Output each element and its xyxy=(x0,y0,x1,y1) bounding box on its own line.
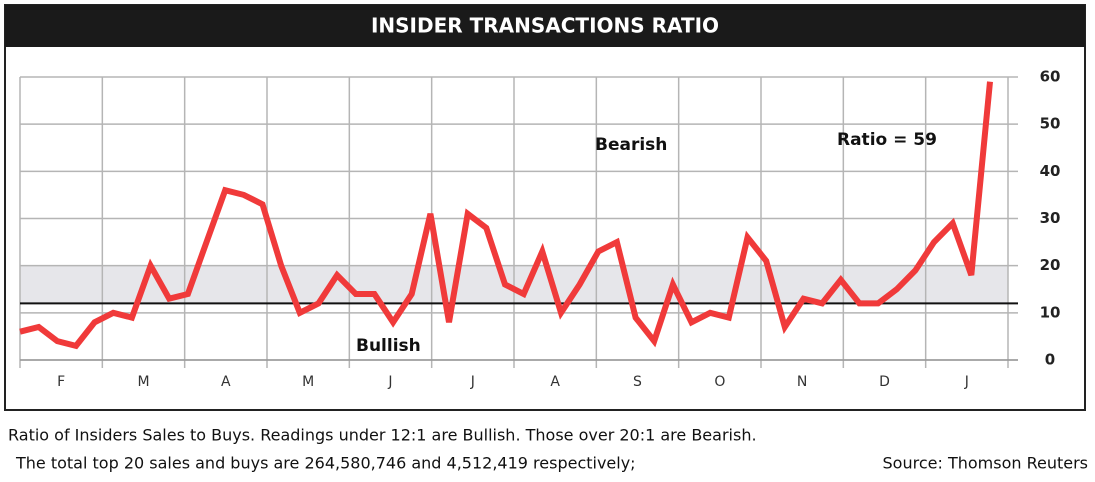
footnote: Source: Thomson Reuters xyxy=(883,454,1088,473)
plot-area: 0 10 20 30 40 50 60 F M A M J J A S O N D J xyxy=(19,68,1061,390)
footnote: The total top 20 sales and buys are 264,… xyxy=(15,454,636,473)
x-tick-label: M xyxy=(137,374,149,390)
x-tick-label: J xyxy=(387,374,392,390)
y-tick-label: 50 xyxy=(1040,115,1061,133)
ratio-line xyxy=(19,81,993,350)
annotation: Bearish xyxy=(595,135,667,155)
x-tick-label: J xyxy=(470,374,475,390)
x-tick-label: N xyxy=(797,374,807,390)
title-bar xyxy=(5,5,1085,47)
x-tick-label: O xyxy=(714,374,725,390)
x-tick-label: J xyxy=(964,374,969,390)
x-tick-label: D xyxy=(879,374,890,390)
x-tick-label: M xyxy=(302,374,314,390)
annotation: Ratio = 59 xyxy=(837,130,937,150)
x-tick-label: A xyxy=(221,374,231,390)
chart-frame xyxy=(4,4,1086,411)
x-tick-label: F xyxy=(57,374,65,390)
y-tick-label: 30 xyxy=(1040,209,1061,227)
y-tick-label: 0 xyxy=(1045,351,1055,369)
y-tick-label: 20 xyxy=(1040,256,1061,274)
x-tick-label: S xyxy=(633,374,642,390)
x-tick-label: A xyxy=(550,374,560,390)
footnote: Ratio of Insiders Sales to Buys. Reading… xyxy=(8,426,757,445)
annotation: Bullish xyxy=(356,336,421,356)
y-tick-label: 60 xyxy=(1040,68,1061,86)
y-tick-label: 40 xyxy=(1040,162,1061,180)
y-tick-label: 10 xyxy=(1040,303,1061,321)
chart-title: INSIDER TRANSACTIONS RATIO xyxy=(371,14,719,38)
